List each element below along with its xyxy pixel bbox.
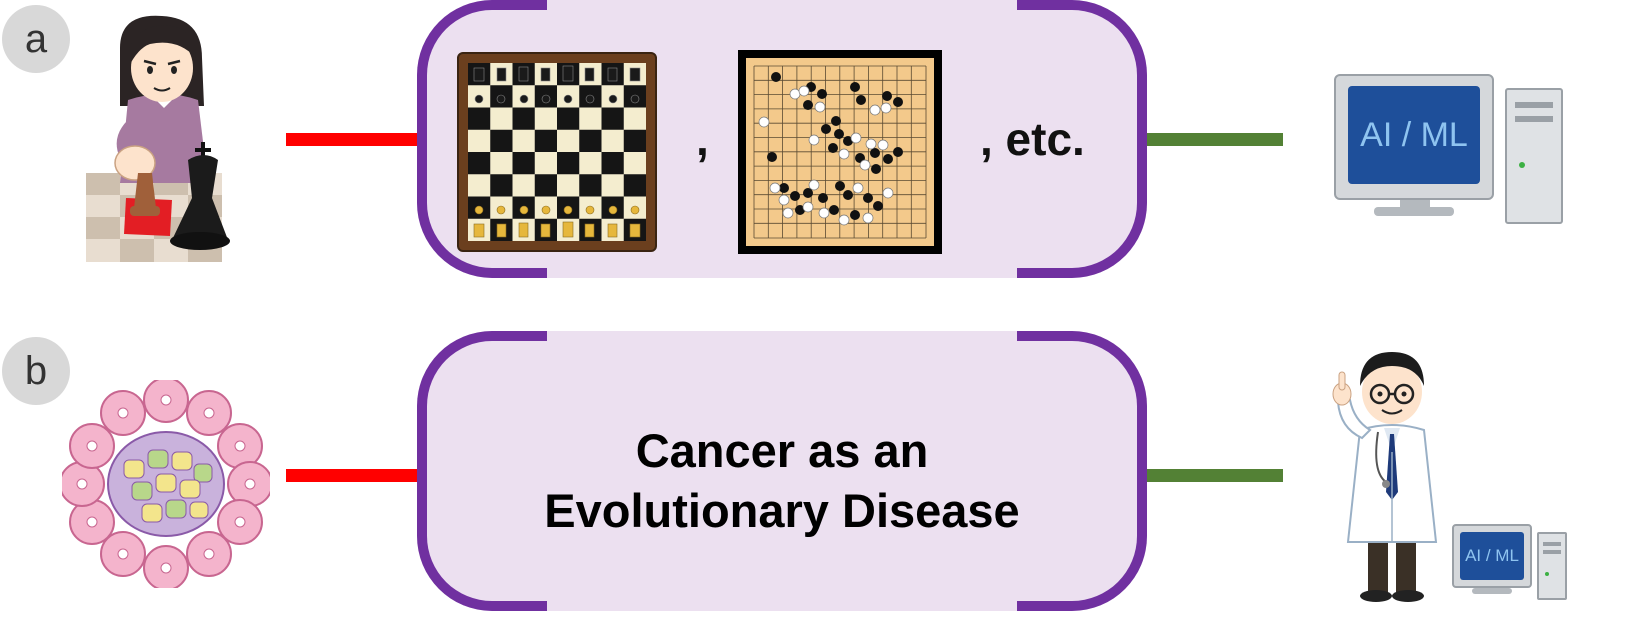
computer-tower-b bbox=[1537, 532, 1567, 600]
etc-label-text: , etc. bbox=[980, 113, 1085, 165]
panel-label-a-text: a bbox=[24, 16, 48, 61]
separator-comma: , bbox=[696, 112, 709, 166]
disease-title-line1: Cancer as an bbox=[635, 424, 929, 477]
disease-box-right-bracket bbox=[1017, 331, 1147, 611]
doctor-illustration bbox=[1332, 352, 1438, 602]
computer-tower-a bbox=[1505, 88, 1563, 224]
disease-box-left-bracket bbox=[417, 331, 547, 611]
computer-monitor-a: AI / ML bbox=[1334, 74, 1494, 200]
connector-left-b bbox=[286, 469, 421, 482]
separator-comma-text: , bbox=[696, 113, 709, 165]
computer-label-a: AI / ML bbox=[1360, 115, 1468, 154]
computer-label-b: AI / ML bbox=[1465, 546, 1519, 565]
monitor-neck-a bbox=[1400, 200, 1430, 208]
connector-right-a bbox=[1147, 133, 1283, 146]
chessboard-icon bbox=[457, 52, 657, 252]
computer-monitor-b: AI / ML bbox=[1452, 524, 1532, 588]
monitor-stand-b bbox=[1472, 588, 1512, 594]
disease-title-line2: Evolutionary Disease bbox=[544, 484, 1020, 537]
connector-left-a bbox=[286, 133, 421, 146]
games-box-right-bracket bbox=[1017, 0, 1147, 278]
disease-title: Cancer as an Evolutionary Disease bbox=[417, 421, 1147, 541]
computer-screen-b: AI / ML bbox=[1460, 532, 1524, 580]
panel-label-b: b bbox=[2, 337, 70, 405]
monitor-stand-a bbox=[1374, 207, 1454, 216]
games-box-left-bracket bbox=[417, 0, 547, 278]
chess-player-illustration bbox=[86, 15, 230, 262]
panel-label-a: a bbox=[2, 5, 70, 73]
panel-label-b-text: b bbox=[24, 348, 48, 393]
computer-screen-a: AI / ML bbox=[1348, 86, 1480, 184]
cancer-cells-illustration bbox=[62, 380, 270, 588]
go-board-icon bbox=[738, 50, 942, 254]
etc-label: , etc. bbox=[980, 112, 1085, 166]
connector-right-b bbox=[1147, 469, 1283, 482]
